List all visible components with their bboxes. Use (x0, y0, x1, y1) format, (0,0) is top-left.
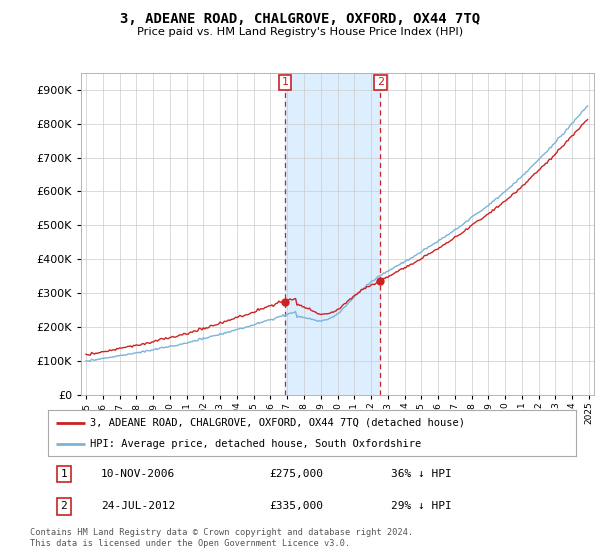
Text: 29% ↓ HPI: 29% ↓ HPI (391, 501, 452, 511)
Text: 10-NOV-2006: 10-NOV-2006 (101, 469, 175, 479)
Text: 24-JUL-2012: 24-JUL-2012 (101, 501, 175, 511)
Text: 2: 2 (377, 77, 384, 87)
Text: £275,000: £275,000 (270, 469, 324, 479)
Text: 36% ↓ HPI: 36% ↓ HPI (391, 469, 452, 479)
Text: 1: 1 (61, 469, 67, 479)
Text: This data is licensed under the Open Government Licence v3.0.: This data is licensed under the Open Gov… (30, 539, 350, 548)
Text: 3, ADEANE ROAD, CHALGROVE, OXFORD, OX44 7TQ: 3, ADEANE ROAD, CHALGROVE, OXFORD, OX44 … (120, 12, 480, 26)
Text: HPI: Average price, detached house, South Oxfordshire: HPI: Average price, detached house, Sout… (90, 439, 421, 449)
Text: Price paid vs. HM Land Registry's House Price Index (HPI): Price paid vs. HM Land Registry's House … (137, 27, 463, 37)
Text: 3, ADEANE ROAD, CHALGROVE, OXFORD, OX44 7TQ (detached house): 3, ADEANE ROAD, CHALGROVE, OXFORD, OX44 … (90, 418, 465, 428)
Text: 2: 2 (61, 501, 67, 511)
Bar (285, 73, 380, 395)
Text: Contains HM Land Registry data © Crown copyright and database right 2024.: Contains HM Land Registry data © Crown c… (30, 528, 413, 536)
Text: 1: 1 (281, 77, 289, 87)
Text: £335,000: £335,000 (270, 501, 324, 511)
